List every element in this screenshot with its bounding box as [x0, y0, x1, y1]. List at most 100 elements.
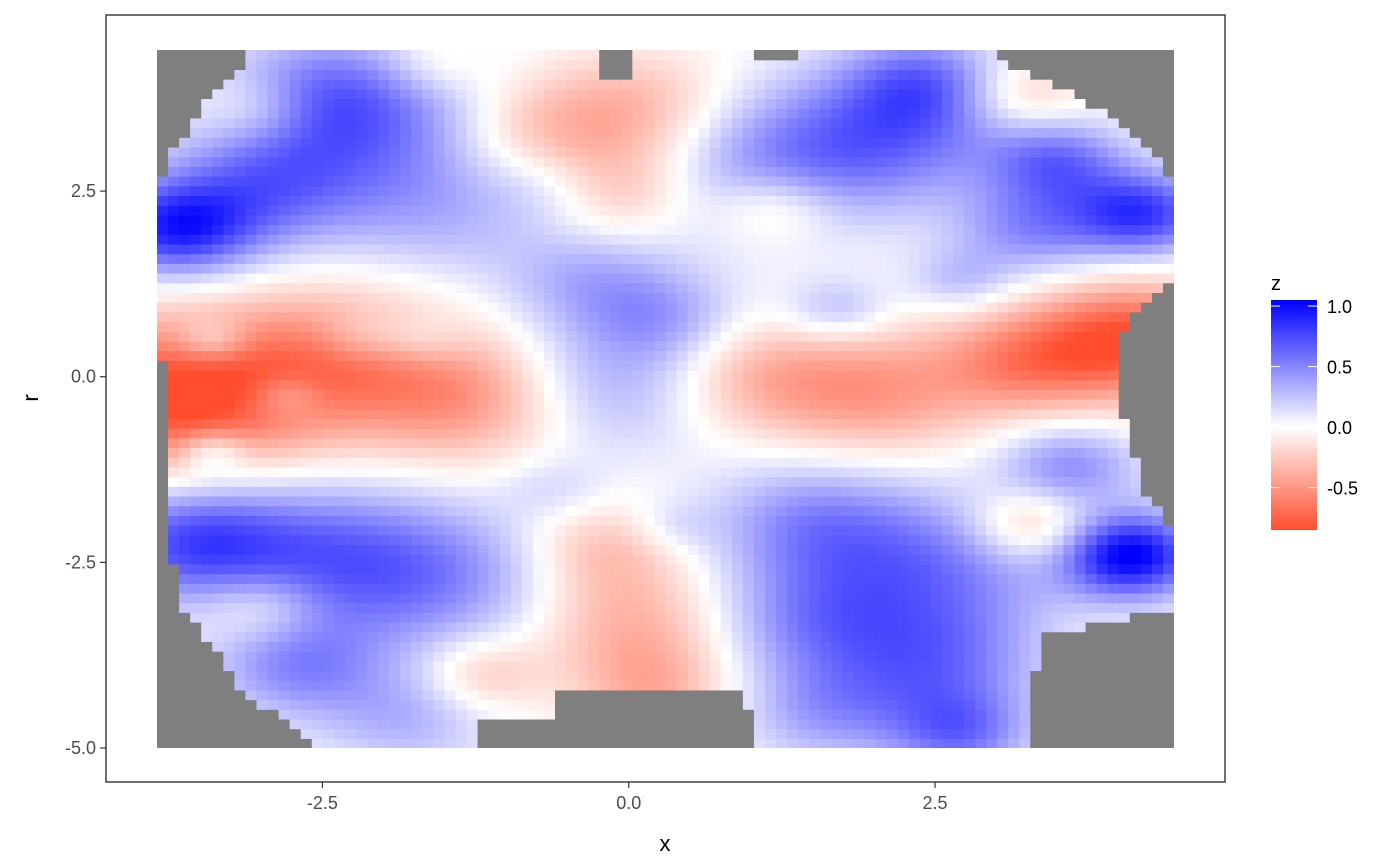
- heatmap-cell: [654, 544, 667, 555]
- heatmap-cell: [709, 718, 722, 730]
- heatmap-cell: [488, 641, 501, 652]
- heatmap-cell: [289, 360, 302, 371]
- heatmap-cell: [256, 234, 269, 245]
- heatmap-cell: [665, 340, 678, 352]
- heatmap-cell: [842, 505, 855, 516]
- heatmap-cell: [952, 563, 965, 575]
- heatmap-cell: [952, 476, 965, 487]
- heatmap-cell: [632, 563, 644, 575]
- heatmap-cell: [444, 495, 457, 507]
- heatmap-cell: [466, 360, 479, 371]
- heatmap-cell: [311, 214, 324, 226]
- heatmap-cell: [566, 670, 578, 681]
- heatmap-cell: [212, 660, 224, 672]
- heatmap-cell: [245, 466, 258, 478]
- heatmap-cell: [731, 340, 744, 352]
- heatmap-cell: [554, 631, 567, 642]
- heatmap-cell: [245, 583, 258, 594]
- heatmap-cell: [952, 224, 965, 235]
- heatmap-cell: [289, 486, 302, 497]
- heatmap-cell: [256, 651, 269, 662]
- heatmap-cell: [875, 272, 888, 284]
- heatmap-cell: [566, 302, 578, 313]
- heatmap-cell: [355, 544, 368, 555]
- heatmap-cell: [289, 602, 302, 613]
- heatmap-cell: [267, 311, 280, 323]
- heatmap-cell: [1019, 418, 1031, 429]
- heatmap-cell: [477, 651, 490, 662]
- heatmap-cell: [521, 350, 534, 361]
- heatmap-cell: [731, 641, 744, 652]
- heatmap-cell: [997, 389, 1009, 400]
- heatmap-cell: [1019, 699, 1031, 710]
- heatmap-cell: [510, 689, 523, 701]
- heatmap-cell: [1008, 525, 1020, 536]
- heatmap-cell: [1162, 447, 1174, 458]
- heatmap-cell: [389, 709, 401, 720]
- heatmap-cell: [521, 331, 534, 342]
- heatmap-cell: [1085, 515, 1098, 526]
- heatmap-cell: [212, 428, 224, 439]
- heatmap-cell: [1162, 544, 1174, 555]
- heatmap-cell: [665, 282, 678, 293]
- heatmap-cell: [1118, 699, 1131, 710]
- heatmap-cell: [223, 718, 235, 730]
- heatmap-cell: [621, 243, 633, 255]
- heatmap-cell: [212, 224, 224, 235]
- heatmap-cell: [433, 418, 446, 429]
- heatmap-cell: [577, 670, 589, 681]
- heatmap-cell: [975, 457, 987, 468]
- heatmap-cell: [510, 534, 523, 546]
- heatmap-cell: [300, 282, 313, 293]
- heatmap-cell: [433, 253, 446, 264]
- heatmap-cell: [787, 612, 799, 623]
- heatmap-cell: [190, 263, 202, 274]
- heatmap-cell: [411, 728, 423, 739]
- heatmap-cell: [610, 641, 622, 652]
- heatmap-cell: [477, 234, 490, 245]
- heatmap-cell: [566, 408, 578, 419]
- heatmap-cell: [1074, 651, 1087, 662]
- heatmap-cell: [952, 331, 965, 342]
- heatmap-cell: [466, 495, 479, 507]
- heatmap-cell: [179, 544, 191, 555]
- heatmap-cell: [543, 525, 556, 536]
- heatmap-cell: [256, 709, 269, 720]
- heatmap-cell: [963, 592, 976, 604]
- heatmap-cell: [731, 689, 744, 701]
- heatmap-cell: [1107, 253, 1120, 264]
- heatmap-cell: [599, 592, 611, 604]
- heatmap-cell: [1151, 282, 1164, 293]
- heatmap-cell: [643, 651, 656, 662]
- heatmap-cell: [798, 612, 810, 623]
- heatmap-cell: [919, 369, 932, 381]
- heatmap-cell: [1063, 311, 1076, 323]
- heatmap-cell: [278, 505, 291, 516]
- heatmap-cell: [654, 292, 667, 303]
- heatmap-cell: [842, 360, 855, 371]
- heatmap-cell: [554, 418, 567, 429]
- heatmap-cell: [687, 340, 700, 352]
- heatmap-cell: [1019, 457, 1031, 468]
- heatmap-cell: [720, 331, 733, 342]
- heatmap-cell: [720, 234, 733, 245]
- heatmap-cell: [1085, 331, 1098, 342]
- heatmap-cell: [610, 621, 622, 633]
- heatmap-cell: [477, 331, 490, 342]
- heatmap-cell: [986, 224, 998, 235]
- heatmap-cell: [665, 253, 678, 264]
- heatmap-cell: [1129, 641, 1142, 652]
- heatmap-cell: [300, 457, 313, 468]
- heatmap-cell: [599, 534, 611, 546]
- heatmap-cell: [455, 369, 468, 381]
- heatmap-cell: [1162, 466, 1174, 478]
- heatmap-cell: [632, 534, 644, 546]
- heatmap-cell: [389, 534, 401, 546]
- heatmap-cell: [466, 544, 479, 555]
- heatmap-cell: [1129, 360, 1142, 371]
- heatmap-cell: [1151, 253, 1164, 264]
- heatmap-cell: [787, 418, 799, 429]
- heatmap-cell: [212, 253, 224, 264]
- heatmap-cell: [367, 573, 379, 584]
- heatmap-cell: [809, 660, 821, 672]
